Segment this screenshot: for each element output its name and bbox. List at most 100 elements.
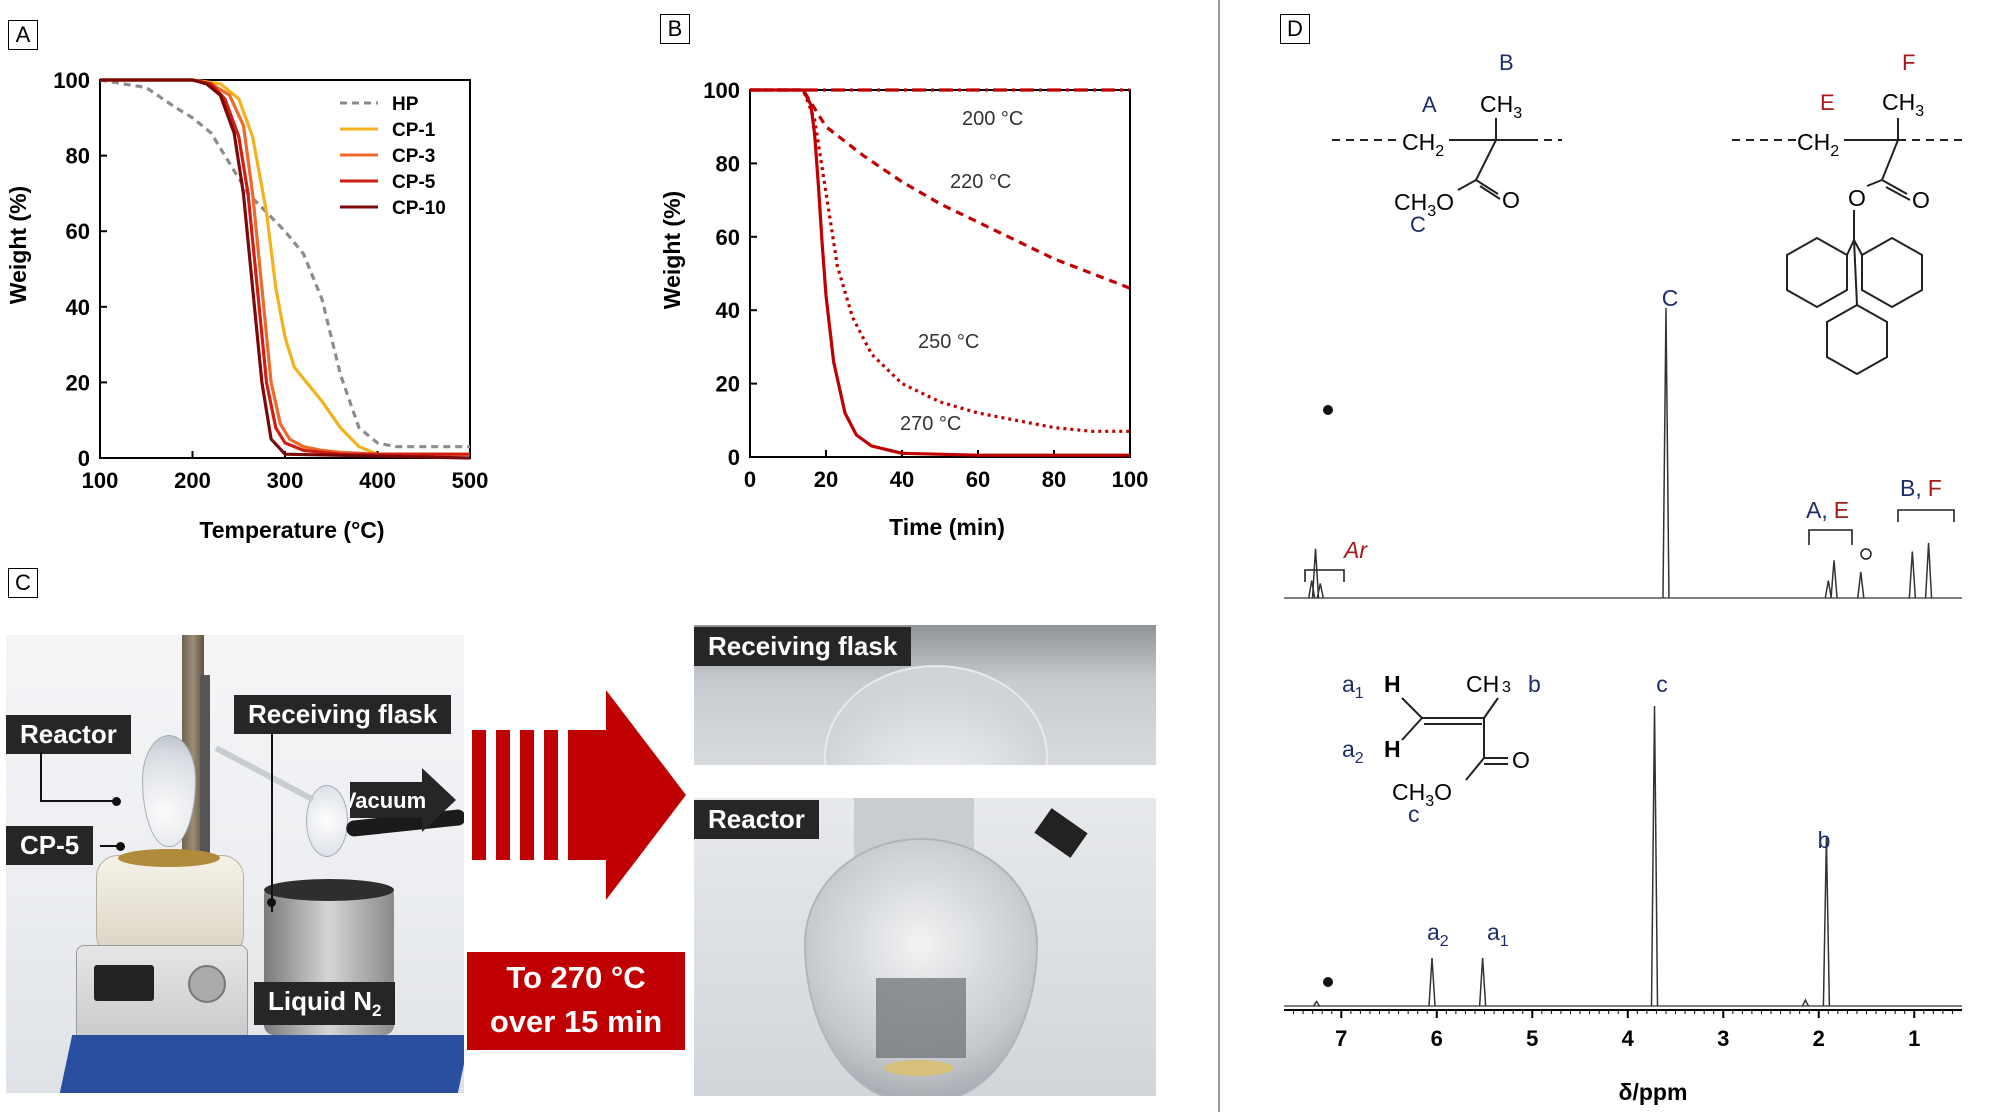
svg-text:CH3O: CH3O xyxy=(1392,779,1452,810)
peak-label-ar: Ar xyxy=(1342,537,1368,563)
nmr-tick-label: 5 xyxy=(1526,1026,1538,1051)
panel-tag-b: B xyxy=(660,14,690,44)
nmr-peak xyxy=(1428,957,1436,1007)
nmr-tick-label: 3 xyxy=(1717,1026,1729,1051)
label-liquid-n2: Liquid N2 xyxy=(254,982,396,1026)
water-circle xyxy=(1860,548,1872,560)
y-tick-label: 60 xyxy=(66,219,90,244)
y-tick-label: 40 xyxy=(716,298,740,323)
peak-label-a1: a1 xyxy=(1487,919,1509,950)
svg-text:H: H xyxy=(1384,671,1401,697)
label-220: 220 °C xyxy=(950,171,1011,193)
nmr-xlabel: δ/ppm xyxy=(1619,1079,1688,1105)
label-reactor: Reactor xyxy=(6,715,131,754)
panel-divider xyxy=(1218,0,1220,1112)
condition-line-2: over 15 min xyxy=(489,1004,663,1039)
panel-tag-c: C xyxy=(8,568,38,598)
svg-text:O: O xyxy=(1848,185,1866,211)
svg-text:O: O xyxy=(1502,187,1520,213)
chart-b-xlabel: Time (min) xyxy=(889,514,1005,540)
svg-text:O: O xyxy=(1912,187,1930,213)
x-tick-label: 80 xyxy=(1042,467,1066,492)
polymer-assignments: C Ar A, E B, F xyxy=(1304,285,1955,582)
chart-a-xlabel: Temperature (°C) xyxy=(199,517,384,543)
label-receiving-flask: Receiving flask xyxy=(234,695,452,734)
x-tick-label: 100 xyxy=(82,468,119,493)
chart-a-legend: HP CP-1 CP-3 CP-5 CP-10 xyxy=(340,94,446,219)
nmr-peak xyxy=(1924,542,1933,599)
pmma-structure: A B CH2 CH3 O CH3O C xyxy=(1332,50,1562,237)
tga-time-chart: Weight (%) Time (min) 0 20 40 60 80 100 0 20 40 6… xyxy=(659,78,1148,540)
y-tick-label: 100 xyxy=(53,68,90,93)
peak-label-a2: a2 xyxy=(1427,919,1449,950)
series-line-250-c xyxy=(750,88,1130,433)
panel-tag-d: D xyxy=(1280,14,1310,44)
nmr-peak xyxy=(1830,560,1838,599)
solvent-dot-bottom xyxy=(1323,977,1333,987)
y-tick-label: 0 xyxy=(728,445,740,470)
series-line-cp-3 xyxy=(100,78,470,456)
y-tick-label: 20 xyxy=(716,372,740,397)
y-tick-label: 80 xyxy=(66,144,90,169)
condition-box: To 270 °C over 15 min xyxy=(467,952,685,1050)
panel-tag-a: A xyxy=(8,20,38,50)
series-line-cp-10 xyxy=(100,78,471,460)
nmr-tick-label: 1 xyxy=(1908,1026,1920,1051)
nmr-peak xyxy=(1824,580,1833,599)
label-inset-reactor: Reactor xyxy=(694,800,819,839)
nmr-peak xyxy=(1822,837,1831,1007)
series-line-270-c xyxy=(750,88,1130,457)
label-200: 200 °C xyxy=(962,108,1023,130)
series-line-hp xyxy=(99,78,470,449)
nmr-peak xyxy=(1307,580,1316,599)
nmr-tick-label: 6 xyxy=(1431,1026,1443,1051)
y-tick-label: 60 xyxy=(716,225,740,250)
peak-label-c: c xyxy=(1656,671,1668,697)
y-tick-label: 80 xyxy=(716,151,740,176)
svg-text:a2: a2 xyxy=(1342,736,1364,767)
nmr-tick-label: 7 xyxy=(1335,1026,1347,1051)
label-cp5: CP-5 xyxy=(6,826,94,865)
monomer-assignments: c b a2 a1 xyxy=(1323,671,1830,987)
svg-text:CH3: CH3 xyxy=(1480,91,1522,122)
svg-text:C: C xyxy=(1410,212,1426,237)
nmr-peak xyxy=(1801,998,1810,1007)
x-tick-label: 40 xyxy=(890,467,914,492)
ptma-structure: E F CH2 CH3 O O xyxy=(1732,50,1967,376)
legend-cp5-label: CP-5 xyxy=(392,172,436,193)
nmr-peak xyxy=(1857,571,1865,599)
x-tick-label: 400 xyxy=(359,468,396,493)
nmr-peak xyxy=(1662,307,1670,599)
x-tick-label: 20 xyxy=(814,467,838,492)
peak-label-bf: B, F xyxy=(1900,475,1942,501)
svg-text:F: F xyxy=(1902,50,1915,75)
svg-text:H: H xyxy=(1384,736,1401,762)
peak-label-b: b xyxy=(1818,827,1831,853)
y-tick-label: 100 xyxy=(703,78,740,103)
svg-text:A: A xyxy=(1422,92,1437,117)
label-250: 250 °C xyxy=(918,331,979,353)
svg-text:b: b xyxy=(1528,671,1541,697)
peak-label-C: C xyxy=(1662,285,1679,311)
label-inset-receiving: Receiving flask xyxy=(694,627,912,666)
x-tick-label: 300 xyxy=(267,468,304,493)
label-270: 270 °C xyxy=(900,413,961,435)
svg-text:O: O xyxy=(1512,747,1530,773)
legend-hp-label: HP xyxy=(392,94,419,115)
vacuum-label: Vacuum xyxy=(350,788,426,813)
svg-text:a1: a1 xyxy=(1342,671,1364,702)
reactor-flask-shape xyxy=(142,735,196,847)
legend-cp10-label: CP-10 xyxy=(392,198,446,219)
svg-text:CH3: CH3 xyxy=(1882,89,1924,120)
svg-text:B: B xyxy=(1499,50,1514,75)
svg-text:c: c xyxy=(1408,801,1420,827)
plot-frame xyxy=(749,89,1131,458)
svg-text:CH3O: CH3O xyxy=(1394,189,1454,220)
process-arrow xyxy=(472,690,686,900)
y-tick-label: 40 xyxy=(66,295,90,320)
legend-cp1-label: CP-1 xyxy=(392,120,436,141)
chart-b-ylabel: Weight (%) xyxy=(659,191,685,309)
x-tick-label: 60 xyxy=(966,467,990,492)
inset-reactor xyxy=(694,798,1156,1096)
